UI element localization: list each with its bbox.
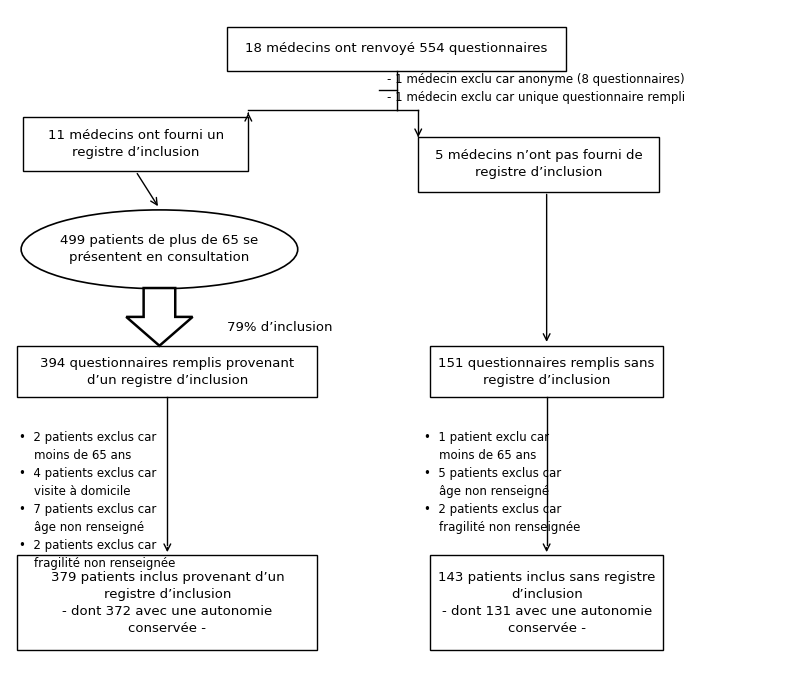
Text: - 1 médecin exclu car anonyme (8 questionnaires)
- 1 médecin exclu car unique qu: - 1 médecin exclu car anonyme (8 questio… [387,73,685,104]
FancyBboxPatch shape [418,137,659,192]
FancyBboxPatch shape [430,346,663,397]
Text: •  1 patient exclu car
    moins de 65 ans
•  5 patients exclus car
    âge non : • 1 patient exclu car moins de 65 ans • … [424,430,580,533]
Text: 5 médecins n’ont pas fourni de
registre d’inclusion: 5 médecins n’ont pas fourni de registre … [435,149,642,179]
FancyBboxPatch shape [23,117,248,171]
Text: 499 patients de plus de 65 se
présentent en consultation: 499 patients de plus de 65 se présentent… [60,235,259,265]
FancyBboxPatch shape [430,555,663,650]
FancyBboxPatch shape [227,27,566,71]
Text: •  2 patients exclus car
    moins de 65 ans
•  4 patients exclus car
    visite: • 2 patients exclus car moins de 65 ans … [19,430,175,569]
Text: 379 patients inclus provenant d’un
registre d’inclusion
- dont 372 avec une auto: 379 patients inclus provenant d’un regis… [51,571,284,634]
Text: 79% d’inclusion: 79% d’inclusion [227,321,332,334]
FancyBboxPatch shape [17,346,317,397]
Text: 11 médecins ont fourni un
registre d’inclusion: 11 médecins ont fourni un registre d’inc… [48,129,224,159]
Text: 151 questionnaires remplis sans
registre d’inclusion: 151 questionnaires remplis sans registre… [439,357,655,387]
Text: 143 patients inclus sans registre
d’inclusion
- dont 131 avec une autonomie
cons: 143 patients inclus sans registre d’incl… [438,571,655,634]
FancyBboxPatch shape [17,555,317,650]
Text: 394 questionnaires remplis provenant
d’un registre d’inclusion: 394 questionnaires remplis provenant d’u… [40,357,294,387]
Polygon shape [126,288,193,346]
Text: 18 médecins ont renvoyé 554 questionnaires: 18 médecins ont renvoyé 554 questionnair… [245,42,548,55]
Ellipse shape [21,210,297,288]
